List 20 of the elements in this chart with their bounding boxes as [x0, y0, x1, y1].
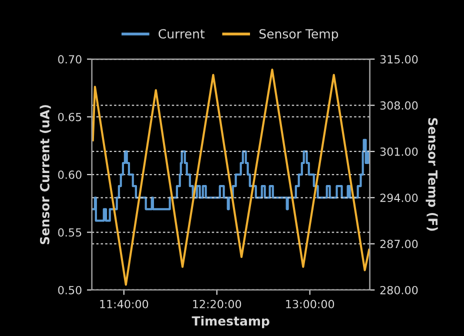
y-axis-title: Sensor Current (uA) [40, 105, 51, 244]
x-tick-label: 12:20:00 [193, 300, 242, 308]
x-axis-title: Timestamp [192, 316, 270, 328]
y2-axis-title: Sensor Temp (F) [426, 118, 438, 231]
y2-tick-label: 294.00 [380, 194, 418, 202]
y2-tick-label: 315.00 [380, 55, 418, 64]
y2-tick-label: 280.00 [380, 286, 418, 294]
y-tick-label: 0.60 [58, 170, 82, 179]
legend-label: Current [158, 29, 205, 39]
y-tick-label: 0.65 [58, 112, 82, 122]
y-tick-label: 0.70 [58, 55, 82, 64]
y-tick-label: 0.50 [58, 286, 82, 294]
y2-tick-label: 287.00 [380, 240, 418, 248]
line-series [92, 68, 370, 286]
x-tick-label: 11:40:00 [100, 300, 148, 308]
x-tick-label: 13:00:00 [286, 300, 334, 308]
y2-tick-label: 301.00 [380, 147, 418, 156]
legend-label: Sensor Temp [259, 29, 338, 41]
y2-tick-label: 308.00 [380, 101, 418, 110]
y-tick-label: 0.55 [58, 228, 82, 237]
